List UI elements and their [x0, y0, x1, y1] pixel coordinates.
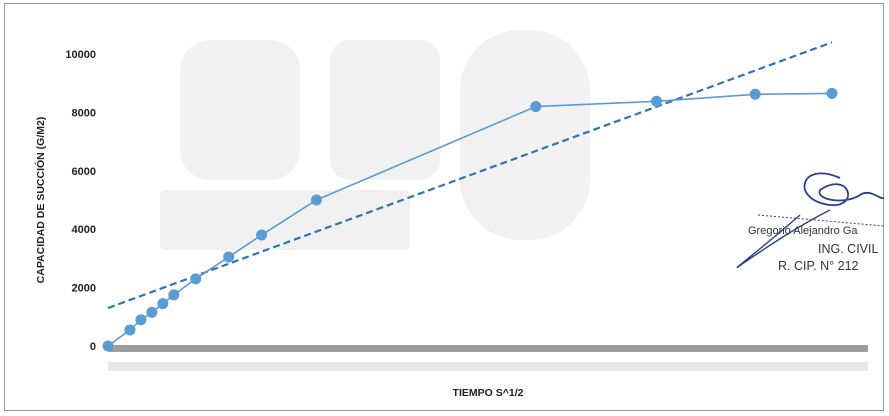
data-point — [530, 101, 542, 113]
data-point — [135, 314, 147, 326]
chart-frame — [4, 3, 884, 411]
signature-loop — [736, 209, 831, 268]
y-tick-label: 8000 — [72, 107, 96, 119]
signature-line — [757, 214, 885, 227]
watermark-logo — [160, 30, 590, 250]
y-tick-label: 6000 — [72, 166, 96, 178]
trendline — [107, 41, 833, 310]
y-tick-label: 4000 — [72, 224, 96, 236]
data-point — [749, 88, 761, 100]
signature-registry: R. CIP. N° 212 — [778, 259, 859, 273]
signature-title: ING. CIVIL — [818, 242, 878, 256]
x-axis-baseline — [108, 345, 868, 352]
x-axis-shadow — [108, 362, 868, 371]
y-tick-label: 0 — [90, 341, 96, 353]
signature-stamp: Gregorio Alejandro Ga ING. CIVIL R. CIP.… — [736, 172, 885, 273]
data-point — [310, 194, 322, 206]
data-point — [826, 87, 838, 99]
y-tick-label: 2000 — [72, 283, 96, 295]
data-points — [102, 87, 838, 352]
data-point — [223, 251, 235, 263]
y-axis-title: CAPACIDAD DE SUCCIÓN (G/M2) — [34, 117, 47, 284]
signature-scribble — [803, 172, 885, 206]
signature-name: Gregorio Alejandro Ga — [748, 225, 858, 237]
y-axis-ticks: 0 2000 4000 6000 8000 10000 — [65, 49, 96, 353]
data-point — [650, 95, 662, 107]
data-point — [146, 306, 158, 318]
data-point — [190, 273, 202, 285]
data-point — [256, 229, 268, 241]
data-point — [168, 289, 180, 301]
data-point — [124, 324, 136, 336]
x-axis-title: TIEMPO S^1/2 — [453, 387, 524, 399]
data-point — [102, 340, 114, 352]
data-point — [157, 298, 169, 310]
trendline-layer — [107, 41, 833, 310]
y-tick-label: 10000 — [65, 49, 96, 61]
